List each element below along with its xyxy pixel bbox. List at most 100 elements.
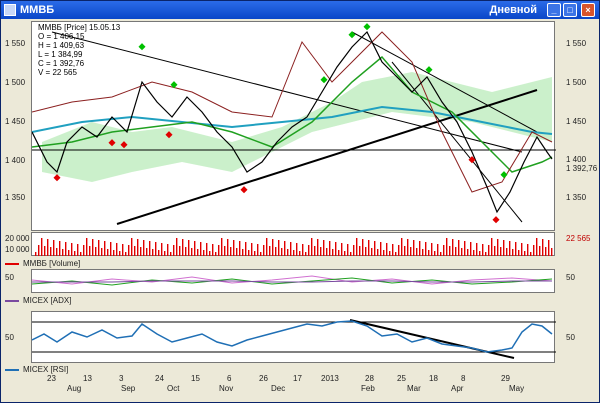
volume-bar: [437, 244, 439, 256]
volume-bar: [209, 251, 211, 256]
volume-bar: [146, 248, 148, 256]
volume-bar: [164, 251, 166, 256]
volume-bar: [356, 238, 358, 256]
trendline-support: [116, 89, 538, 225]
volume-bar: [182, 239, 184, 256]
volume-bar: [41, 238, 43, 256]
x-day: 18: [429, 374, 438, 383]
volume-bar: [407, 239, 409, 256]
volume-bar: [341, 243, 343, 256]
volume-bar: [383, 250, 385, 256]
volume-bar: [53, 240, 55, 256]
volume-bar: [473, 250, 475, 256]
volume-bar: [140, 247, 142, 256]
chikou-line: [32, 31, 553, 193]
volume-bar: [482, 244, 484, 256]
x-month: Dec: [271, 384, 286, 393]
volume-bar: [404, 246, 406, 256]
price-line: [32, 30, 553, 214]
volume-bar: [296, 243, 298, 256]
volume-bar: [245, 242, 247, 256]
rsi-legend-swatch: [5, 368, 19, 371]
volume-bar: [422, 249, 424, 256]
trendline-resistance: [51, 31, 523, 153]
adx-pane[interactable]: [31, 269, 555, 293]
trendline-channel-b: [391, 61, 523, 223]
maximize-button[interactable]: □: [563, 3, 577, 17]
volume-bar: [176, 238, 178, 256]
volume-bar: [221, 238, 223, 256]
volume-bar: [467, 249, 469, 256]
trendline-channel-a: [351, 31, 538, 133]
volume-bar: [281, 248, 283, 256]
price-tick-right: 1 450: [566, 117, 587, 126]
volume-bar: [251, 243, 253, 256]
volume-bar: [293, 250, 295, 256]
volume-bar: [491, 238, 493, 256]
volume-bar: [266, 238, 268, 256]
volume-bar: [431, 243, 433, 256]
volume-bar: [446, 238, 448, 256]
volume-bar: [371, 248, 373, 256]
volume-bar: [104, 241, 106, 256]
volume-bar: [530, 252, 532, 256]
open-value: O = 1 406,15: [38, 32, 85, 41]
volume-bar: [206, 243, 208, 256]
rsi-pane[interactable]: [31, 311, 556, 363]
volume-bar: [353, 245, 355, 256]
x-month: Oct: [167, 384, 180, 393]
volume-bar: [416, 248, 418, 256]
x-day: 29: [501, 374, 510, 383]
close-button[interactable]: ×: [581, 3, 595, 17]
x-month: Sep: [121, 384, 136, 393]
volume-bar: [125, 252, 127, 256]
price-header: MMBБ [Price] 15.05.13: [38, 23, 121, 32]
volume-bar: [86, 238, 88, 256]
volume-bar: [359, 246, 361, 256]
volume-bar: [92, 239, 94, 256]
volume-bar: [59, 241, 61, 256]
volume-bar: [56, 248, 58, 256]
volume-bar: [260, 252, 262, 256]
volume-bar: [527, 244, 529, 256]
volume-bar: [317, 239, 319, 256]
volume-bar: [95, 247, 97, 256]
adx-tick-left: 50: [5, 273, 14, 282]
volume-bar: [137, 239, 139, 256]
x-axis: 23 13 3 24 15 6 26 17 2013 28 25 18 8 29…: [31, 374, 555, 402]
volume-bar: [212, 244, 214, 256]
volume-bar: [401, 238, 403, 256]
price-pane[interactable]: MMBБ [Price] 15.05.13 O = 1 406,15 H = 1…: [31, 21, 556, 231]
volume-bar: [374, 241, 376, 256]
volume-bar: [455, 247, 457, 256]
x-day: 3: [119, 374, 124, 383]
volume-bar: [239, 241, 241, 256]
price-tick-right: 1 500: [566, 78, 587, 87]
volume-bar: [524, 251, 526, 256]
volume-bar: [311, 238, 313, 256]
volume-bar: [464, 241, 466, 256]
volume-bar: [197, 249, 199, 256]
volume-bar: [278, 240, 280, 256]
volume-bar: [542, 239, 544, 256]
volume-bar: [236, 248, 238, 256]
volume-bar: [485, 252, 487, 256]
title-bar[interactable]: MMBБ Дневной _ □ ×: [1, 1, 599, 19]
volume-bar: [185, 247, 187, 256]
volume-bar: [257, 244, 259, 256]
volume-bar: [134, 246, 136, 256]
volume-bar: [347, 244, 349, 256]
volume-bar: [83, 245, 85, 256]
volume-bar: [410, 247, 412, 256]
minimize-button[interactable]: _: [547, 3, 561, 17]
volume-bar: [254, 251, 256, 256]
volume-bar: [533, 245, 535, 256]
volume-bar: [89, 246, 91, 256]
interval-label[interactable]: Дневной: [489, 4, 538, 16]
adx-legend-swatch: [5, 299, 19, 302]
high-value: H = 1 409,63: [38, 41, 85, 50]
volume-bar: [167, 244, 169, 256]
volume-bar: [44, 246, 46, 256]
volume-pane[interactable]: [31, 232, 555, 256]
volume-bar: [308, 245, 310, 256]
